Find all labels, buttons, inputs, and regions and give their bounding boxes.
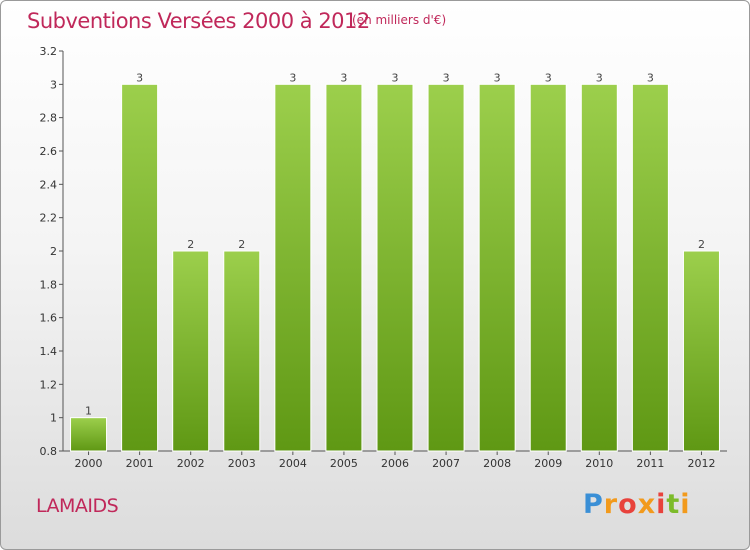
logo-letter: o	[618, 489, 638, 520]
x-tick-label: 2004	[279, 457, 307, 470]
location-name: LAMAIDS	[36, 495, 119, 517]
x-tick-label: 2005	[330, 457, 358, 470]
bar-value-label: 2	[187, 238, 194, 251]
bar	[631, 83, 669, 452]
chart-unit-label: (en milliers d'€)	[352, 13, 447, 27]
bar	[274, 83, 312, 452]
y-tick-label: 1.4	[40, 345, 58, 358]
logo-letter: P	[583, 489, 604, 520]
bar	[325, 83, 363, 452]
bar-value-label: 3	[647, 71, 654, 84]
x-tick-label: 2007	[432, 457, 460, 470]
x-tick-label: 2001	[126, 457, 154, 470]
bar	[682, 250, 720, 452]
x-tick-label: 2009	[534, 457, 562, 470]
logo-letter: x	[637, 489, 657, 520]
bar-value-label: 2	[238, 238, 245, 251]
logo-letter: t	[666, 489, 681, 520]
y-tick-label: 2.6	[40, 145, 58, 158]
logo-letter: i	[680, 489, 691, 520]
x-tick-label: 2003	[228, 457, 256, 470]
y-tick-label: 1.6	[40, 312, 58, 325]
bar	[172, 250, 210, 452]
bar-value-label: 3	[443, 71, 450, 84]
bar	[376, 83, 414, 452]
x-tick-label: 2000	[75, 457, 103, 470]
bar-value-label: 3	[596, 71, 603, 84]
y-tick-label: 3	[50, 78, 57, 91]
x-tick-label: 2008	[483, 457, 511, 470]
bar	[223, 250, 261, 452]
y-tick-label: 2.4	[40, 178, 58, 191]
y-tick-label: 3.2	[40, 45, 58, 58]
bar	[427, 83, 465, 452]
x-tick-label: 2010	[585, 457, 613, 470]
y-tick-label: 1.2	[40, 378, 58, 391]
bar	[478, 83, 516, 452]
y-tick-label: 1.8	[40, 278, 58, 291]
logo-letter: r	[603, 489, 619, 520]
bar	[580, 83, 618, 452]
x-tick-label: 2006	[381, 457, 409, 470]
bar-value-label: 2	[698, 238, 705, 251]
y-tick-label: 2	[50, 245, 57, 258]
data-labels: 1 3 2 2 3 3 3 3 3 3 3 3 2	[85, 71, 705, 417]
proxiti-logo[interactable]: Proxiti	[583, 489, 691, 520]
x-tick-label: 2012	[687, 457, 715, 470]
y-tick-label: 0.8	[40, 445, 58, 458]
bar-value-label: 3	[136, 71, 143, 84]
bar-value-label: 3	[494, 71, 501, 84]
logo-letter: i	[656, 489, 667, 520]
bar-value-label: 3	[392, 71, 399, 84]
bars	[70, 83, 720, 452]
x-tick-label: 2002	[177, 457, 205, 470]
y-tick-label: 1	[50, 412, 57, 425]
chart-title: Subventions Versées 2000 à 2012	[27, 9, 370, 33]
bar	[529, 83, 567, 452]
bar	[121, 83, 159, 452]
bar	[70, 417, 108, 452]
y-tick-label: 2.2	[40, 212, 58, 225]
x-tick-label: 2011	[636, 457, 664, 470]
bar-value-label: 3	[545, 71, 552, 84]
bar-value-label: 1	[85, 405, 92, 418]
y-tick-label: 2.8	[40, 112, 58, 125]
bar-value-label: 3	[340, 71, 347, 84]
bar-value-label: 3	[289, 71, 296, 84]
axes: 0.8 1 1.2 1.4 1.6 1.8 2 2.2 2.4 2.6 2.8 3 3.2 2000 200…	[40, 45, 727, 470]
